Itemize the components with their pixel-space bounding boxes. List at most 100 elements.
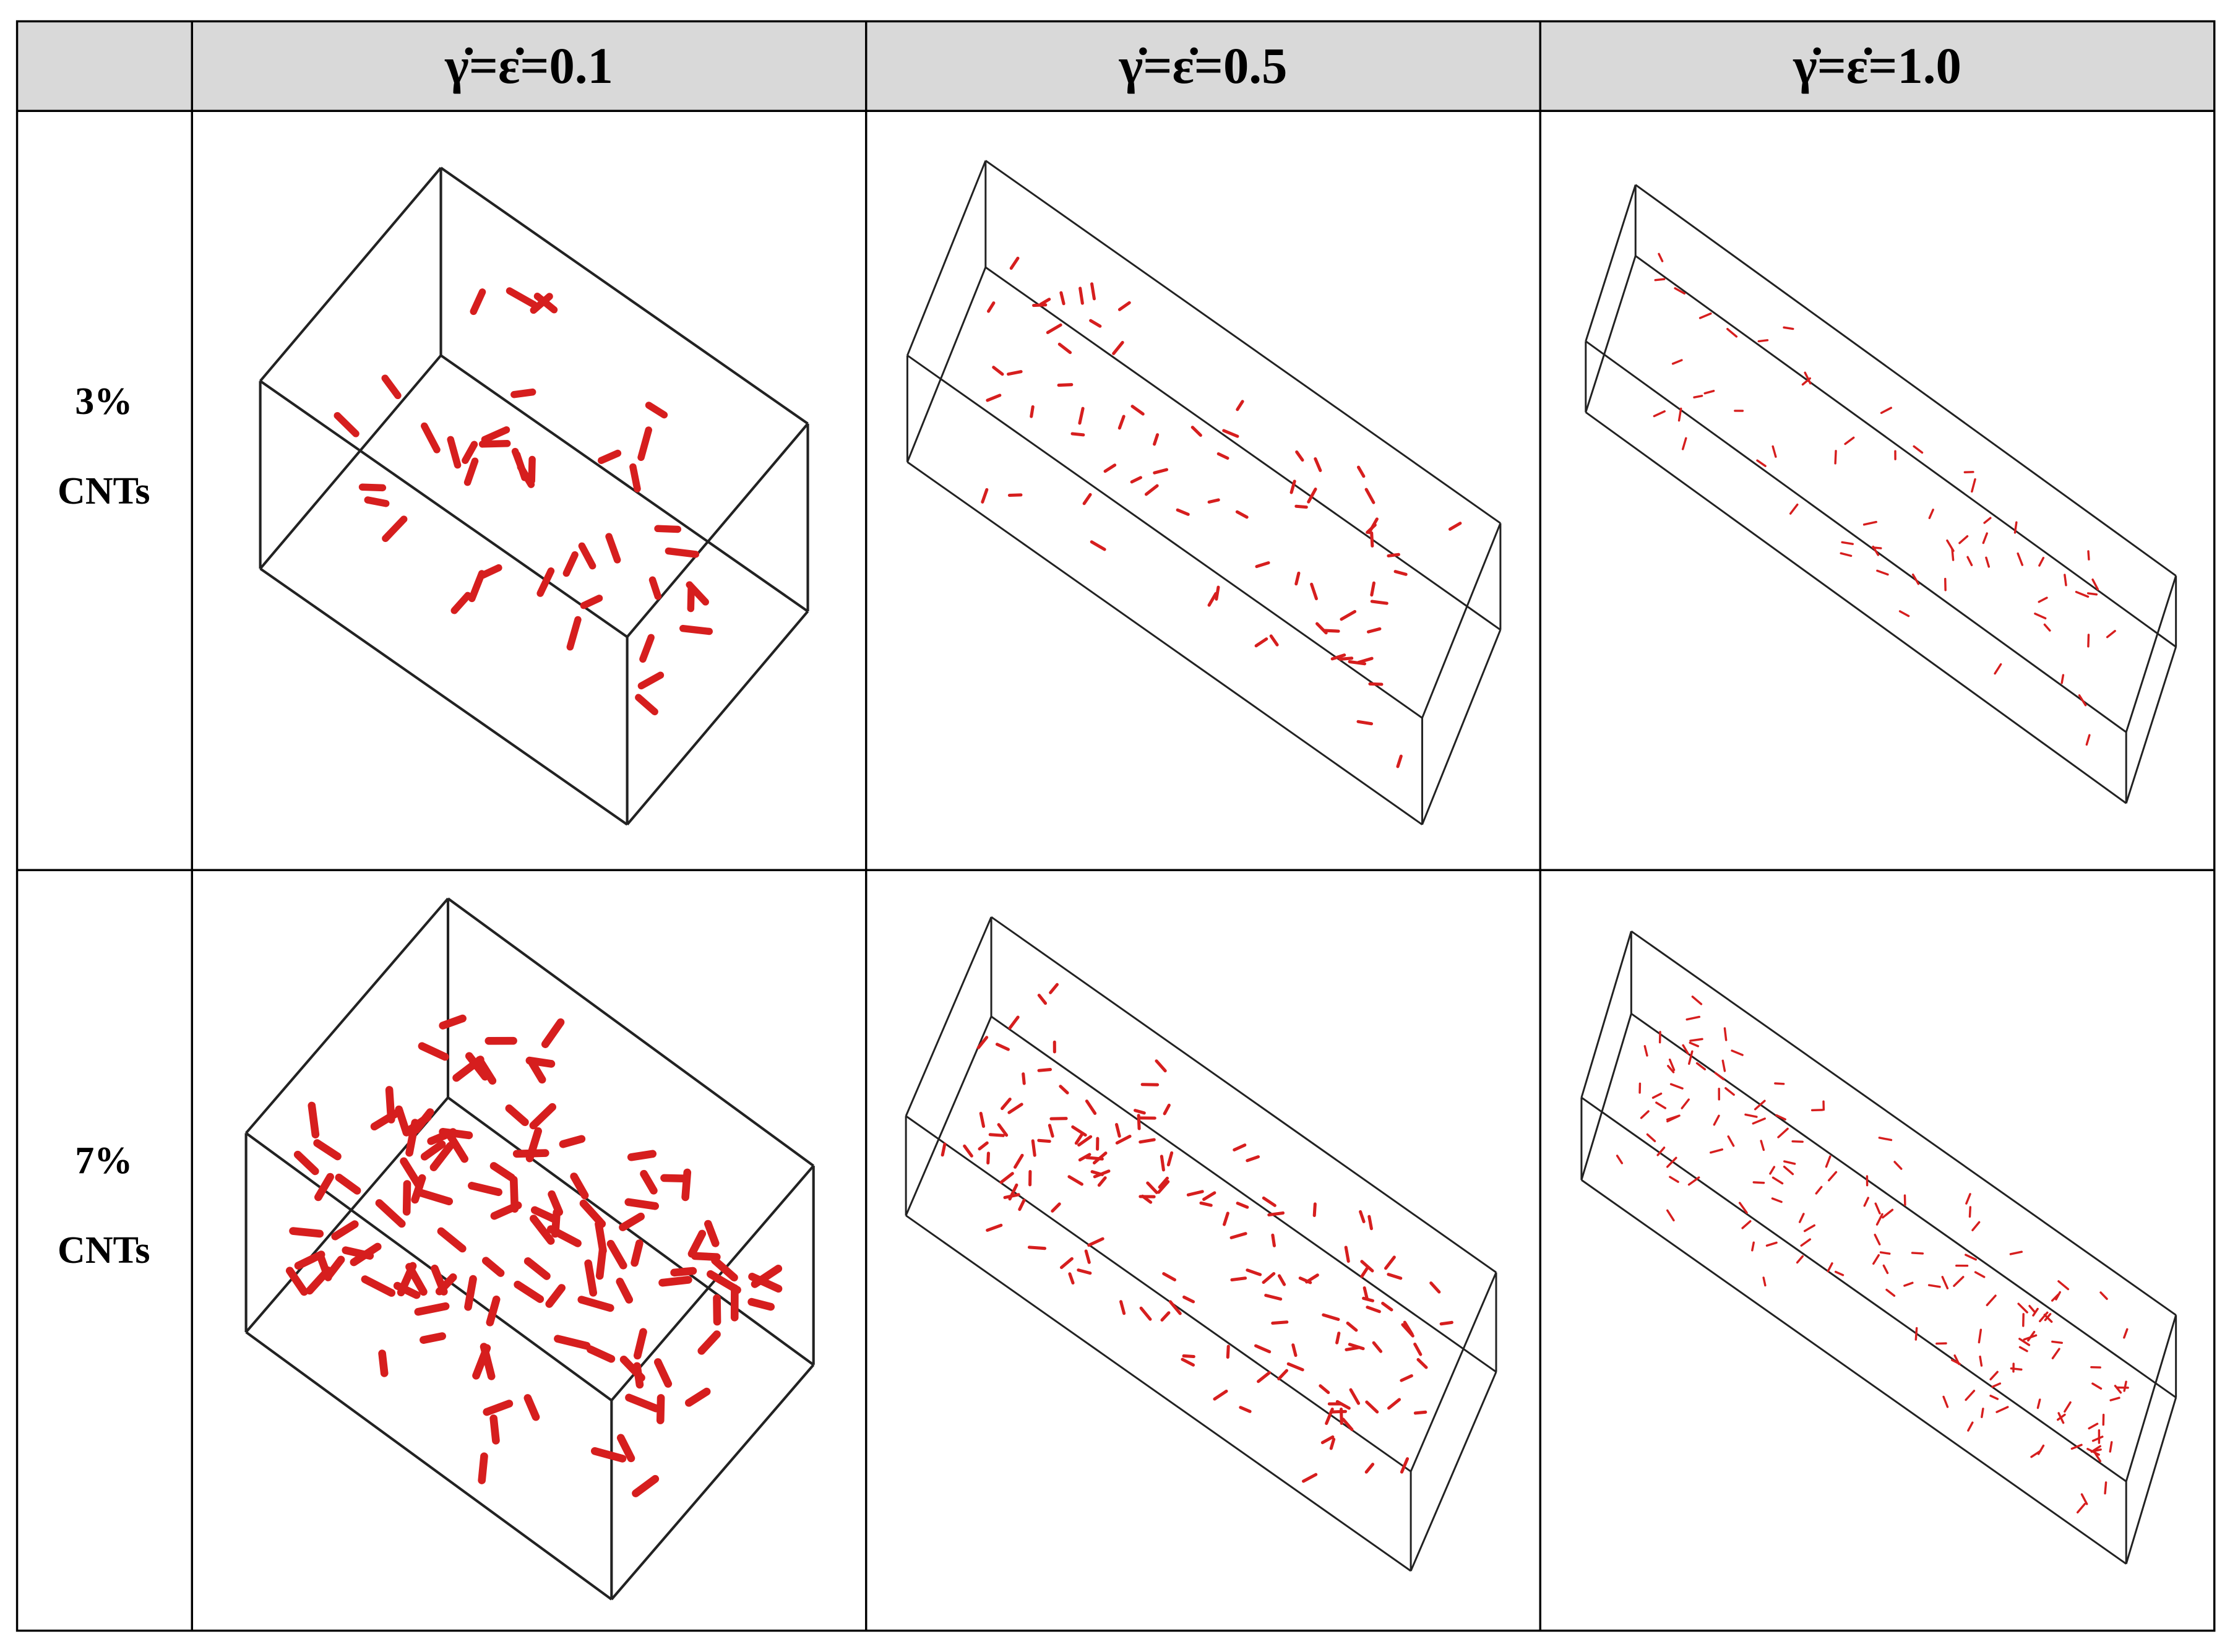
cnt-rod xyxy=(1362,1296,1375,1302)
cnt-rod xyxy=(450,592,471,614)
cnt-rod xyxy=(1752,1117,1766,1125)
cnt-rod xyxy=(397,1262,417,1297)
box-edge xyxy=(906,160,987,356)
row-label: CNTs xyxy=(58,470,150,512)
cnt-rod xyxy=(1074,1133,1083,1145)
cnt-rod xyxy=(1239,1406,1252,1413)
cnt-rod xyxy=(1338,656,1354,661)
cnt-rod xyxy=(1264,1294,1283,1301)
cnt-rod xyxy=(1356,465,1366,478)
cnt-rod xyxy=(1335,1331,1341,1344)
cnt-rod xyxy=(525,1056,556,1068)
cnt-rod xyxy=(1880,407,1892,415)
cnt-rod xyxy=(1068,1272,1075,1285)
cnt-rod xyxy=(2080,1493,2088,1505)
box-edge xyxy=(447,1096,814,1366)
cnt-rod xyxy=(639,634,655,663)
cnt-rod xyxy=(2057,1413,2066,1421)
cnt-rod xyxy=(597,449,622,465)
cnt-rod xyxy=(1114,1122,1121,1138)
cnt-rod xyxy=(1348,1343,1365,1351)
cnt-rod xyxy=(361,1275,396,1297)
cnt-rod xyxy=(1222,429,1239,438)
cnt-rod xyxy=(1723,1027,1728,1041)
cnt-rod xyxy=(679,624,713,635)
cnt-rod xyxy=(1360,1266,1369,1278)
cnt-box xyxy=(244,897,815,1601)
cnt-box xyxy=(905,916,1497,1572)
cnt-rod xyxy=(1008,1183,1018,1201)
cnt-rod xyxy=(2039,1311,2049,1323)
box-edge xyxy=(2125,575,2177,733)
cnt-rod xyxy=(1796,1255,1804,1264)
cnt-rod xyxy=(1082,493,1092,505)
cnt-rod xyxy=(1130,476,1142,484)
cnt-rod xyxy=(999,1172,1014,1184)
cnt-rod xyxy=(1286,1362,1304,1372)
cnt-rod xyxy=(506,287,538,309)
cnt-rod xyxy=(486,1295,501,1327)
cnt-rod xyxy=(1295,450,1304,462)
cnt-rod xyxy=(1698,312,1712,319)
cnt-rod xyxy=(2018,1338,2031,1346)
cnt-rod xyxy=(523,1257,551,1280)
cnt-rod xyxy=(1874,1233,1881,1245)
box-edge xyxy=(259,355,442,570)
cnt-rod xyxy=(1133,1109,1146,1115)
cnt-rod xyxy=(1911,574,1920,585)
cnt-rod xyxy=(2104,1481,2107,1495)
cnt-rod xyxy=(1985,556,1990,568)
cnt-rod xyxy=(656,1394,665,1424)
cnt-rod xyxy=(463,457,479,486)
cnt-rod xyxy=(2051,1340,2063,1344)
cnt-rod xyxy=(364,496,390,507)
box-edge xyxy=(1635,255,2177,648)
cnt-rod xyxy=(997,1123,1009,1137)
cnt-rod xyxy=(2057,1280,2070,1291)
cnt-rod xyxy=(1677,407,1682,422)
cnt-rod xyxy=(316,1251,332,1281)
box-edge xyxy=(1630,1013,2177,1398)
cnt-rod xyxy=(1330,653,1346,661)
cnt-rod xyxy=(1007,1103,1023,1114)
cnt-rod xyxy=(616,1434,635,1463)
cnt-rod xyxy=(654,525,682,533)
cnt-rod xyxy=(2099,1291,2108,1300)
cnt-rod xyxy=(1090,282,1096,301)
cnt-rod xyxy=(1760,1140,1765,1151)
cnt-rod xyxy=(1222,1211,1229,1226)
cnt-rod xyxy=(481,426,510,444)
box-edge xyxy=(440,166,809,425)
cnt-rod xyxy=(1413,1342,1423,1356)
cnt-rod xyxy=(1783,1166,1794,1176)
cnt-rod xyxy=(529,1103,557,1130)
cnt-rod xyxy=(648,576,661,600)
cnt-rod xyxy=(1965,1390,1976,1401)
cnt-rod xyxy=(1751,1241,1755,1252)
cnt-rod xyxy=(1067,1175,1083,1186)
cnt-rod xyxy=(1689,1041,1700,1048)
cnt-rod xyxy=(525,1127,542,1163)
cnt-rod xyxy=(1666,1156,1677,1168)
cnt-rod xyxy=(1713,1114,1720,1126)
row-label: CNTs xyxy=(58,1229,150,1271)
cnt-rod xyxy=(1307,488,1317,504)
cnt-rod xyxy=(1319,1384,1330,1395)
cnt-rod xyxy=(697,1330,721,1355)
cnt-rod xyxy=(1291,1343,1298,1357)
cnt-rod xyxy=(1298,1276,1312,1284)
cnt-rod xyxy=(1367,1215,1373,1231)
cnt-rod xyxy=(1168,1300,1182,1315)
cnt-rod xyxy=(1656,1147,1666,1156)
cnt-rod xyxy=(313,1139,342,1161)
cnt-rod xyxy=(986,1223,1003,1232)
cnt-rod xyxy=(1991,1382,2002,1388)
cnt-rod xyxy=(590,1447,627,1463)
cnt-rod xyxy=(1364,1463,1375,1474)
cnt-rod xyxy=(1989,1395,1999,1400)
cnt-rod xyxy=(1051,1202,1061,1213)
cnt-rod xyxy=(2091,1435,2104,1442)
cnt-rod xyxy=(681,1168,692,1202)
cnt-rod xyxy=(2038,596,2048,603)
cnt-rod xyxy=(1078,286,1084,305)
